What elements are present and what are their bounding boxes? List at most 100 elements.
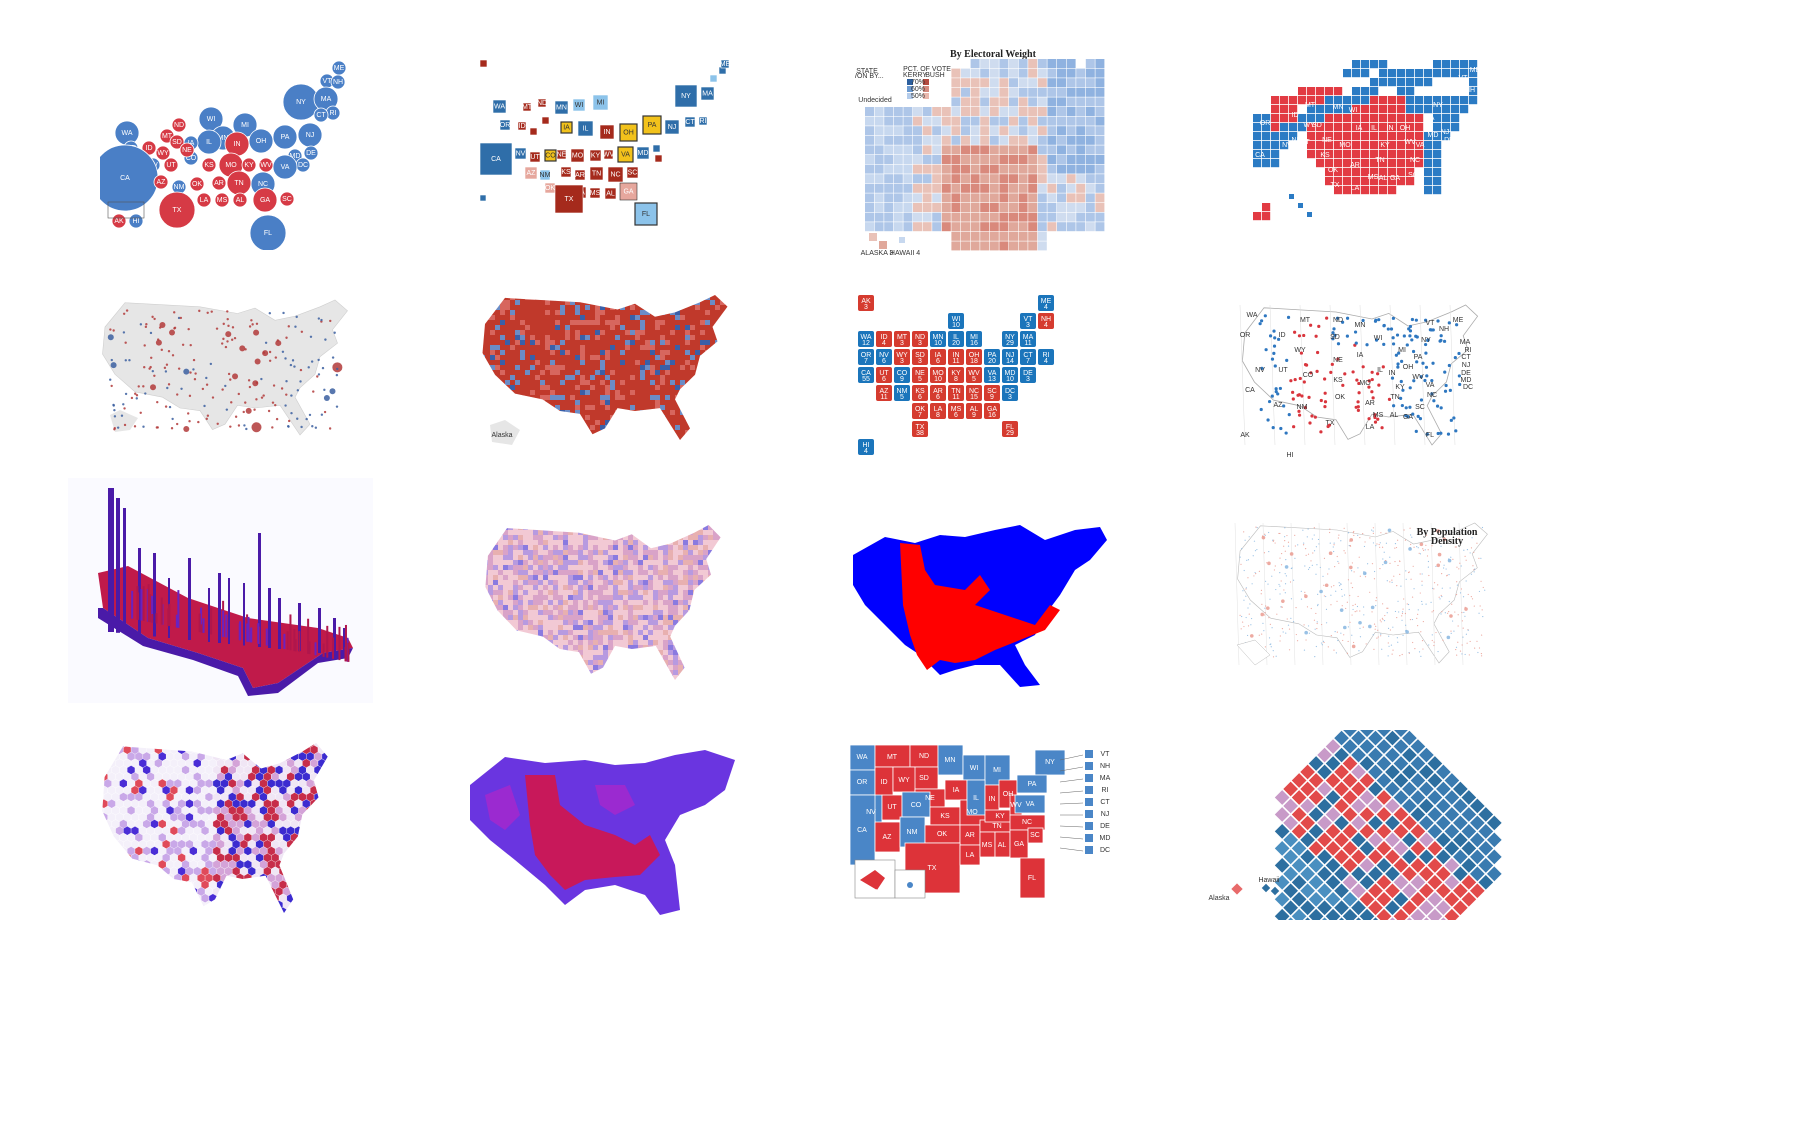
county-cell xyxy=(673,620,679,626)
county-cell xyxy=(482,405,486,411)
county-cell xyxy=(488,550,494,556)
tile-wy xyxy=(894,349,910,365)
county-cell xyxy=(550,440,555,445)
county-dot xyxy=(192,368,195,371)
vote-cell xyxy=(903,183,913,193)
county-cell xyxy=(615,375,621,381)
county-cell xyxy=(673,545,679,551)
county-cell xyxy=(593,560,599,566)
vote-cell xyxy=(1076,145,1086,155)
county-cell xyxy=(610,320,616,326)
county-cell xyxy=(543,565,549,571)
county-dot xyxy=(143,365,146,369)
county-cell xyxy=(608,635,614,641)
density-dot xyxy=(1472,565,1474,567)
vote-cell xyxy=(893,203,903,212)
state-square-in xyxy=(599,124,615,140)
county-cell xyxy=(585,325,591,331)
county-cell xyxy=(490,385,496,391)
county-cell xyxy=(503,625,509,631)
vote-cell xyxy=(1037,203,1047,212)
density-dot xyxy=(1403,598,1405,600)
county-cell xyxy=(618,585,624,591)
county-cell xyxy=(548,570,554,576)
county-dot xyxy=(314,426,318,429)
vote-cell xyxy=(922,203,932,212)
county-cell xyxy=(690,440,695,445)
county-cell xyxy=(493,640,499,646)
county-cell xyxy=(513,605,519,611)
state-label: CO xyxy=(1292,152,1303,159)
county-cell xyxy=(605,330,611,336)
vote-cell xyxy=(865,155,874,164)
county-cell xyxy=(495,380,501,386)
county-cell xyxy=(605,300,611,306)
county-cell xyxy=(630,300,636,306)
vote-cell xyxy=(1009,78,1018,88)
county-cell xyxy=(593,585,599,591)
tile-ma xyxy=(1020,331,1036,347)
county-cell xyxy=(488,670,494,676)
county-cell xyxy=(523,680,528,685)
county-cell xyxy=(715,305,721,311)
density-dot xyxy=(1478,590,1481,593)
county-cell xyxy=(585,335,591,341)
density-dot xyxy=(1411,536,1413,538)
county-dot xyxy=(211,396,215,399)
county-cell xyxy=(695,420,701,426)
state-label: AR xyxy=(575,172,585,179)
county-cell xyxy=(490,350,496,356)
county-cell xyxy=(620,405,626,411)
county-cell xyxy=(578,600,584,606)
county-dot xyxy=(331,356,335,359)
county-cell xyxy=(515,360,521,366)
vote-dot xyxy=(1410,338,1414,342)
county-cell xyxy=(595,435,601,440)
county-cell xyxy=(550,425,556,431)
county-cell xyxy=(498,670,504,676)
vote-dot xyxy=(1345,316,1350,320)
state-label: OH xyxy=(1403,364,1414,371)
county-cell xyxy=(568,640,574,646)
county-cell xyxy=(678,565,684,571)
county-cell xyxy=(500,380,506,386)
state-square-nm xyxy=(539,169,551,181)
county-cell xyxy=(495,360,501,366)
state-label: IN xyxy=(234,141,241,148)
county-cell xyxy=(663,535,669,541)
alaska-label: Alaska xyxy=(491,432,512,439)
county-cell xyxy=(560,345,566,351)
tile-electoral-votes: 6 xyxy=(954,412,958,419)
county-cell xyxy=(610,370,616,376)
county-cell xyxy=(548,655,554,661)
county-cell xyxy=(523,640,529,646)
vote-cell xyxy=(970,222,980,232)
county-cell xyxy=(575,355,581,361)
vote-dot xyxy=(1361,365,1365,369)
county-cell xyxy=(560,315,566,321)
vote-cell xyxy=(1009,97,1018,107)
county-cell xyxy=(630,400,636,406)
county-cell xyxy=(713,570,719,576)
county-cell xyxy=(530,400,536,406)
county-cell xyxy=(725,400,728,406)
county-cell xyxy=(710,310,716,316)
vote-cell xyxy=(1018,68,1028,78)
county-dot xyxy=(335,373,339,377)
county-cell xyxy=(613,635,619,641)
county-cell xyxy=(583,625,589,631)
county-dot xyxy=(285,379,288,383)
state-label: MO xyxy=(1359,380,1371,387)
vote-cell xyxy=(922,212,932,222)
county-cell xyxy=(508,665,514,671)
county-cell xyxy=(698,635,704,641)
state-label: NM xyxy=(1297,404,1308,411)
county-cell xyxy=(718,620,721,626)
county-cell xyxy=(653,560,659,566)
county-cell xyxy=(568,670,574,676)
county-cell xyxy=(585,320,591,326)
county-cell xyxy=(603,530,609,536)
county-cell xyxy=(538,565,544,571)
vote-cell xyxy=(1085,87,1095,97)
county-cell xyxy=(690,320,696,326)
